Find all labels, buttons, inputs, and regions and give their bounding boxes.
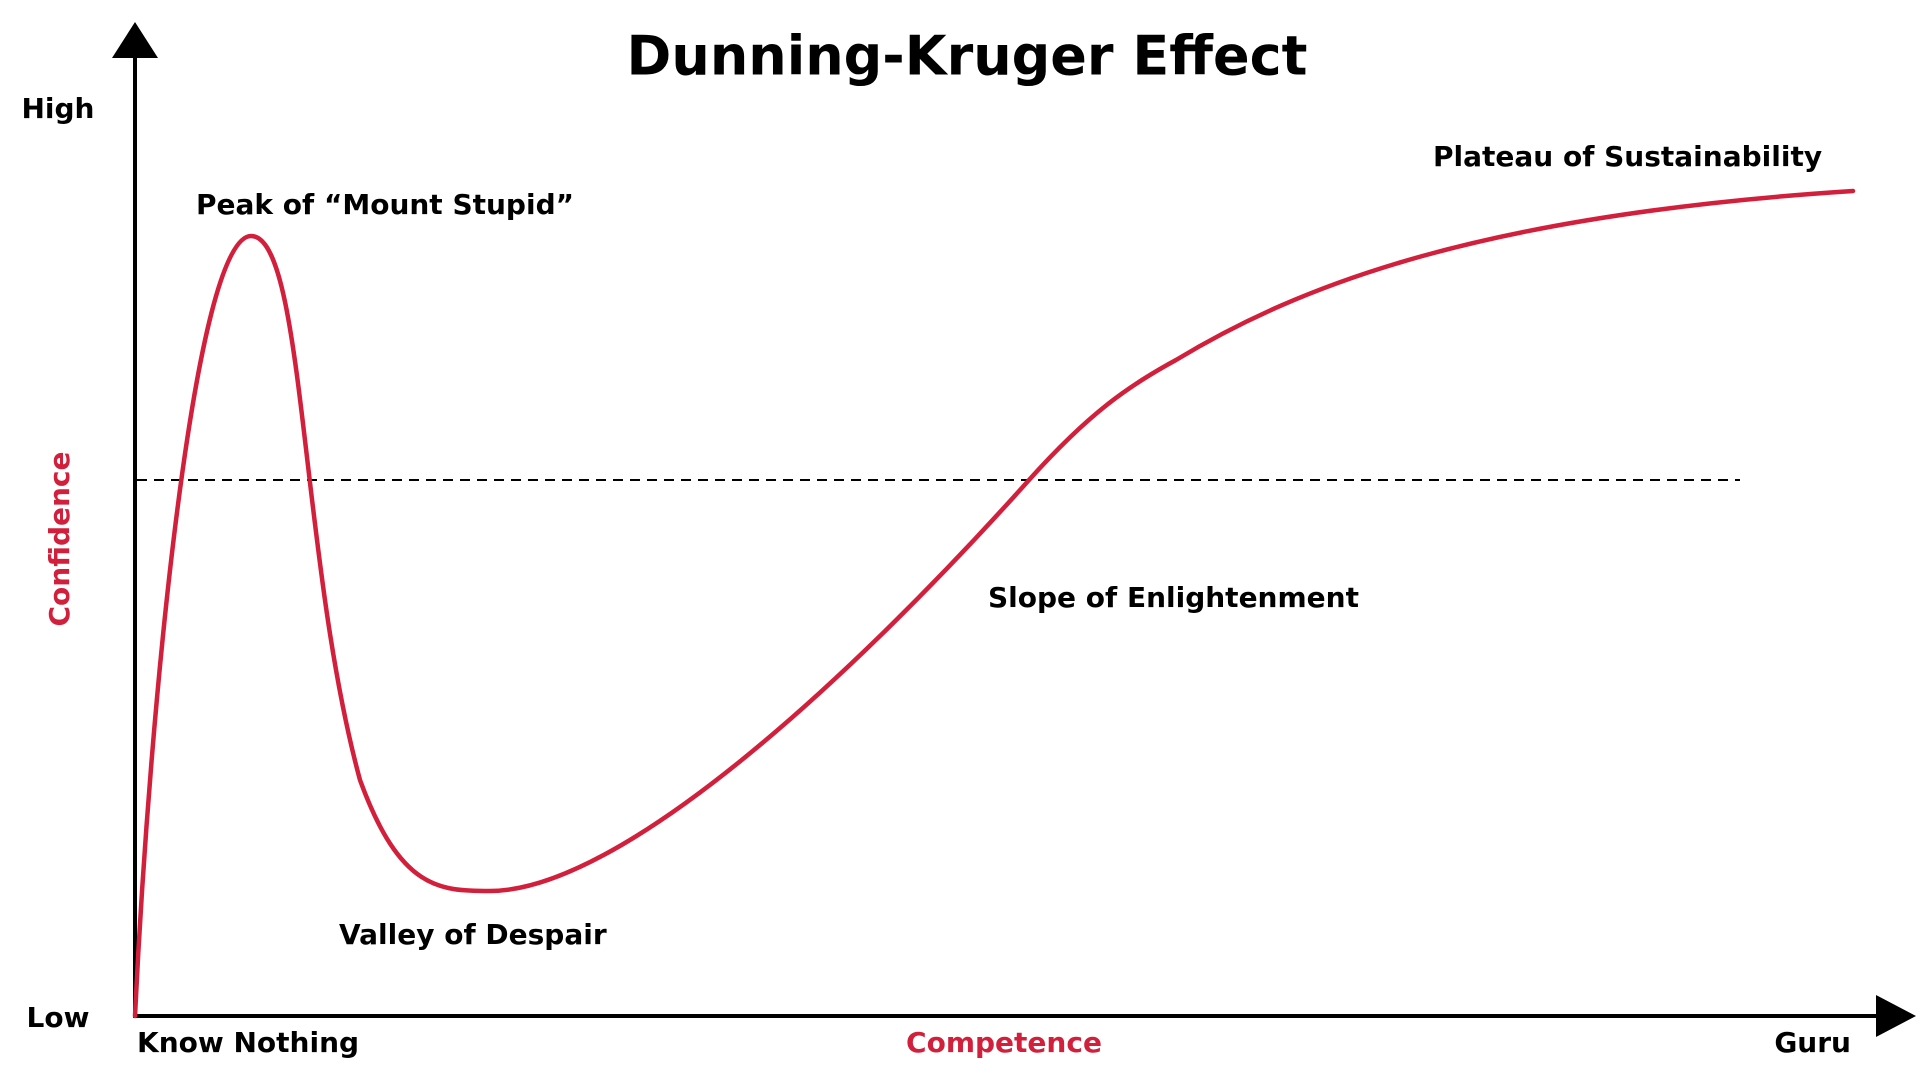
dunning-kruger-curve: [132, 188, 1856, 1019]
annotation: Peak of “Mount Stupid”: [196, 188, 574, 221]
x-end-label: Guru: [1774, 1026, 1851, 1059]
y-axis-arrow: [112, 22, 158, 58]
annotation: Slope of Enlightenment: [988, 581, 1359, 614]
x-start-label: Know Nothing: [137, 1026, 359, 1059]
annotation: Plateau of Sustainability: [1433, 140, 1822, 173]
y-axis-label: Confidence: [43, 451, 76, 626]
y-low-label: Low: [27, 1001, 90, 1034]
x-axis-arrow: [1876, 995, 1916, 1037]
annotation: Valley of Despair: [339, 918, 607, 951]
title: Dunning-Kruger Effect: [627, 25, 1308, 88]
y-high-label: High: [21, 92, 94, 125]
x-axis-label: Competence: [906, 1026, 1102, 1059]
